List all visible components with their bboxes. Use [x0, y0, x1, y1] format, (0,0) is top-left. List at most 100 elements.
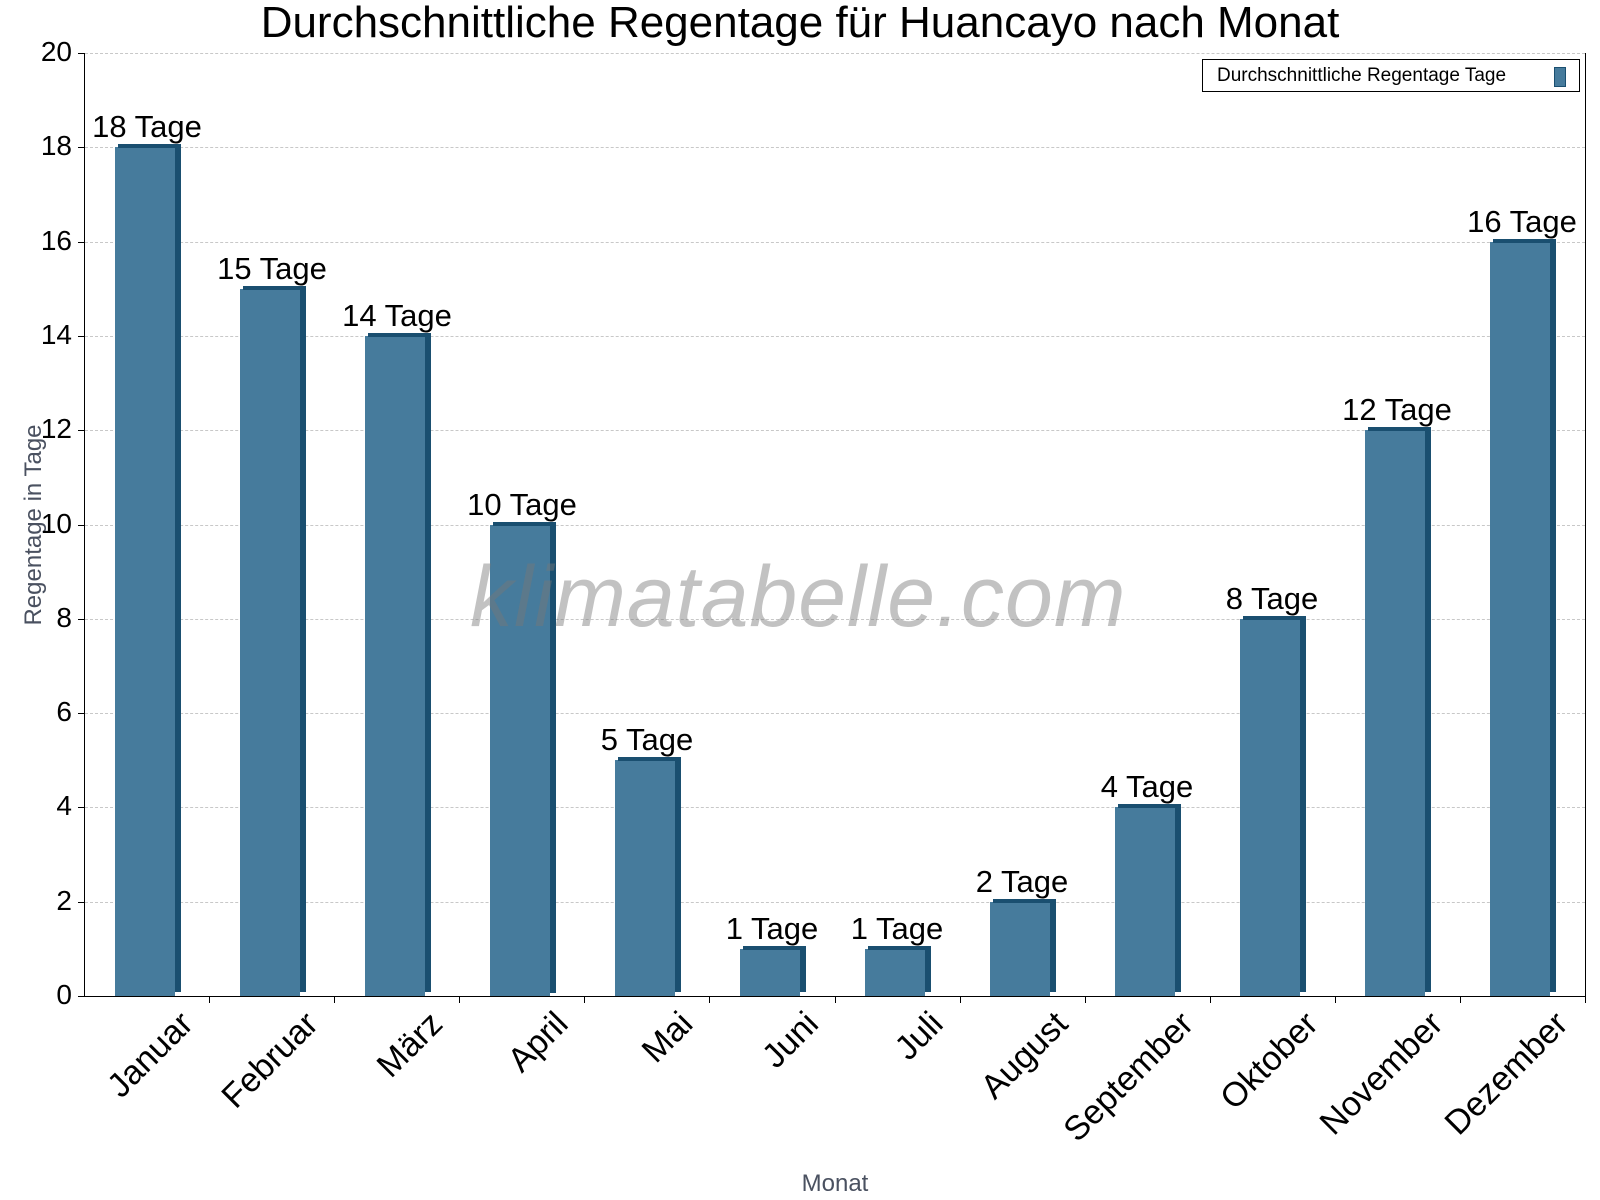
- bar-mai: [615, 760, 675, 996]
- y-tick-label: 20: [40, 36, 72, 67]
- gridline: [85, 53, 1585, 54]
- x-tick: [584, 996, 585, 1003]
- gridline: [85, 147, 1585, 148]
- bar-side-shade: [675, 760, 681, 992]
- x-axis-title: Monat: [801, 1170, 869, 1197]
- y-tick: [78, 807, 84, 808]
- x-tick-label-juli: Juli: [887, 1004, 951, 1068]
- gridline: [85, 807, 1585, 808]
- chart-title: Durchschnittliche Regentage für Huancayo…: [260, 0, 1340, 47]
- gridline: [85, 619, 1585, 620]
- bar-side-shade: [1175, 807, 1181, 992]
- bar-side-shade: [800, 949, 806, 992]
- x-axis-line: [84, 996, 1586, 997]
- y-tick: [78, 430, 84, 431]
- bar-juni: [740, 949, 800, 996]
- bar-top-edge: [493, 522, 556, 526]
- y-tick: [78, 147, 84, 148]
- bar-value-label: 4 Tage: [1100, 769, 1194, 804]
- bar-value-label: 2 Tage: [975, 864, 1069, 899]
- bar-top-edge: [1493, 239, 1556, 243]
- y-tick: [78, 996, 84, 997]
- bar-value-label: 16 Tage: [1467, 204, 1577, 239]
- bar-top-edge: [743, 946, 806, 950]
- y-tick-label: 2: [56, 885, 72, 916]
- y-tick: [78, 53, 84, 54]
- y-tick-label: 12: [40, 413, 72, 444]
- bar-side-shade: [1300, 619, 1306, 992]
- gridline: [85, 336, 1585, 337]
- bar-side-shade: [1050, 902, 1056, 992]
- y-tick: [78, 242, 84, 243]
- bar-side-shade: [1425, 430, 1431, 992]
- bar-august: [990, 902, 1050, 996]
- bar-value-label: 15 Tage: [217, 251, 327, 286]
- y-tick-label: 4: [56, 790, 72, 821]
- bar-value-label: 12 Tage: [1342, 392, 1452, 427]
- x-tick-label-februar: Februar: [214, 1004, 326, 1116]
- y-tick: [78, 525, 84, 526]
- gridline: [85, 902, 1585, 903]
- plot-right-border: [1585, 53, 1586, 997]
- bar-oktober: [1240, 619, 1300, 996]
- gridline: [85, 713, 1585, 714]
- bar-januar: [115, 147, 175, 996]
- y-tick-label: 10: [40, 508, 72, 539]
- x-tick: [1335, 996, 1336, 1003]
- y-tick-label: 8: [56, 602, 72, 633]
- bar-side-shade: [925, 949, 931, 992]
- x-tick-label-dezember: Dezember: [1437, 1004, 1576, 1143]
- y-tick: [78, 619, 84, 620]
- y-tick-label: 16: [40, 225, 72, 256]
- y-tick: [78, 902, 84, 903]
- bar-top-edge: [868, 946, 931, 950]
- x-tick-label-september: September: [1055, 1004, 1201, 1150]
- y-tick-label: 18: [40, 130, 72, 161]
- bar-value-label: 8 Tage: [1225, 581, 1319, 616]
- bar-top-edge: [993, 899, 1056, 903]
- bar-april: [490, 525, 550, 997]
- x-tick: [1460, 996, 1461, 1003]
- legend: Durchschnittliche Regentage Tage: [1202, 59, 1580, 92]
- bar-top-edge: [118, 144, 181, 148]
- bar-september: [1115, 807, 1175, 996]
- x-tick: [209, 996, 210, 1003]
- x-tick-label-juni: Juni: [754, 1004, 826, 1076]
- bar-value-label: 5 Tage: [600, 722, 694, 757]
- bar-side-shade: [425, 336, 431, 992]
- x-tick-label-november: November: [1312, 1004, 1451, 1143]
- bar-märz: [365, 336, 425, 996]
- x-tick: [835, 996, 836, 1003]
- bar-november: [1365, 430, 1425, 996]
- bar-top-edge: [243, 286, 306, 290]
- legend-swatch-icon: [1554, 67, 1566, 87]
- gridline: [85, 430, 1585, 431]
- bar-side-shade: [550, 525, 556, 993]
- bar-top-edge: [1243, 616, 1306, 620]
- bar-side-shade: [300, 289, 306, 992]
- x-tick: [1210, 996, 1211, 1003]
- bar-side-shade: [175, 147, 181, 992]
- x-tick-label-januar: Januar: [100, 1004, 201, 1105]
- y-tick-label: 6: [56, 696, 72, 727]
- bar-top-edge: [368, 333, 431, 337]
- gridline: [85, 525, 1585, 526]
- y-tick: [78, 713, 84, 714]
- bar-value-label: 18 Tage: [92, 109, 202, 144]
- x-tick: [1085, 996, 1086, 1003]
- bar-top-edge: [1118, 804, 1181, 808]
- x-tick: [960, 996, 961, 1003]
- y-tick-label: 14: [40, 319, 72, 350]
- bar-top-edge: [618, 757, 681, 761]
- bar-dezember: [1490, 242, 1550, 996]
- bar-side-shade: [1550, 242, 1556, 992]
- bar-value-label: 1 Tage: [850, 911, 944, 946]
- y-axis-line: [84, 53, 85, 997]
- gridline: [85, 242, 1585, 243]
- bar-value-label: 10 Tage: [467, 487, 577, 522]
- x-tick: [1585, 996, 1586, 1003]
- bar-value-label: 1 Tage: [725, 911, 819, 946]
- x-tick: [459, 996, 460, 1003]
- x-tick-label-märz: März: [370, 1004, 451, 1085]
- x-tick: [709, 996, 710, 1003]
